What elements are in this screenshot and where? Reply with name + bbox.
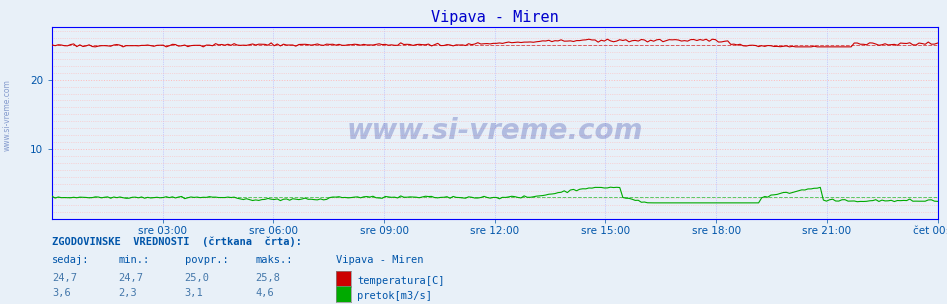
Text: min.:: min.: bbox=[118, 255, 150, 265]
Title: Vipava - Miren: Vipava - Miren bbox=[431, 10, 559, 25]
Text: www.si-vreme.com: www.si-vreme.com bbox=[3, 80, 12, 151]
Text: 24,7: 24,7 bbox=[52, 273, 77, 283]
Text: maks.:: maks.: bbox=[256, 255, 294, 265]
Text: sedaj:: sedaj: bbox=[52, 255, 90, 265]
Text: www.si-vreme.com: www.si-vreme.com bbox=[347, 117, 643, 145]
Text: 24,7: 24,7 bbox=[118, 273, 143, 283]
Text: temperatura[C]: temperatura[C] bbox=[357, 276, 444, 286]
Text: 4,6: 4,6 bbox=[256, 288, 275, 299]
Text: 3,1: 3,1 bbox=[185, 288, 204, 299]
Text: 3,6: 3,6 bbox=[52, 288, 71, 299]
Text: 25,0: 25,0 bbox=[185, 273, 209, 283]
Text: ZGODOVINSKE  VREDNOSTI  (črtkana  črta):: ZGODOVINSKE VREDNOSTI (črtkana črta): bbox=[52, 236, 302, 247]
Text: Vipava - Miren: Vipava - Miren bbox=[336, 255, 423, 265]
Text: povpr.:: povpr.: bbox=[185, 255, 228, 265]
Text: 2,3: 2,3 bbox=[118, 288, 137, 299]
Text: pretok[m3/s]: pretok[m3/s] bbox=[357, 292, 432, 301]
Text: 25,8: 25,8 bbox=[256, 273, 280, 283]
